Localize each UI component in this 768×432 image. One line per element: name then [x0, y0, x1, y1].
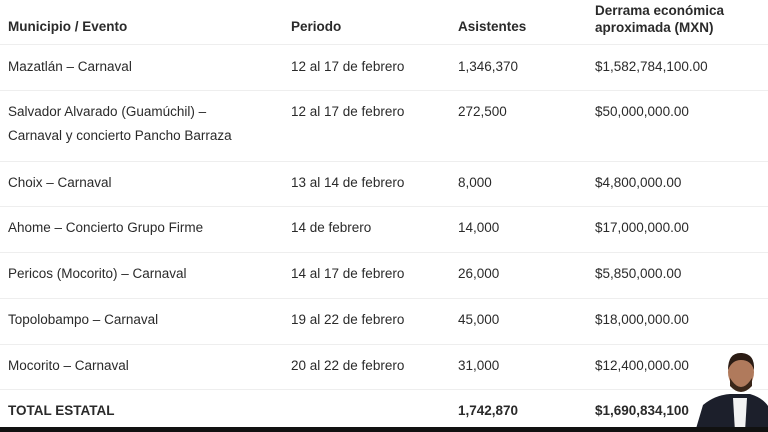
cell-evento: Mocorito – Carnaval	[8, 358, 129, 373]
cell-asistentes: 1,346,370	[458, 59, 519, 74]
cell-evento: Topolobampo – Carnaval	[8, 312, 159, 327]
cell-periodo: 19 al 22 de febrero	[291, 312, 405, 327]
divider	[0, 90, 768, 91]
cell-derrama: $50,000,000.00	[595, 104, 689, 119]
header-derrama-line1: Derrama económica	[595, 3, 725, 18]
divider	[0, 44, 768, 45]
header-asistentes: Asistentes	[458, 19, 527, 34]
cell-evento: Mazatlán – Carnaval	[8, 59, 132, 74]
cell-derrama: $12,400,000.00	[595, 358, 689, 373]
cell-periodo: 12 al 17 de febrero	[291, 104, 405, 119]
divider	[0, 344, 768, 345]
divider	[0, 389, 768, 390]
cell-asistentes: 272,500	[458, 104, 507, 119]
presenter-video-overlay	[695, 352, 768, 432]
cell-periodo: 14 al 17 de febrero	[291, 266, 405, 281]
video-bottom-bar	[0, 427, 768, 432]
cell-periodo: 14 de febrero	[291, 220, 372, 235]
cell-derrama: $17,000,000.00	[595, 220, 689, 235]
cell-periodo: 13 al 14 de febrero	[291, 175, 405, 190]
total-asistentes: 1,742,870	[458, 403, 519, 418]
header-derrama-line2: aproximada (MXN)	[595, 20, 714, 35]
total-label: TOTAL ESTATAL	[8, 403, 115, 418]
divider	[0, 206, 768, 207]
cell-derrama: $5,850,000.00	[595, 266, 682, 281]
cell-derrama: $18,000,000.00	[595, 312, 689, 327]
header-municipio: Municipio / Evento	[8, 19, 128, 34]
cell-evento: Choix – Carnaval	[8, 175, 112, 190]
cell-evento: Salvador Alvarado (Guamúchil) –	[8, 104, 207, 119]
divider	[0, 298, 768, 299]
cell-asistentes: 26,000	[458, 266, 500, 281]
cell-derrama: $1,582,784,100.00	[595, 59, 708, 74]
cell-asistentes: 14,000	[458, 220, 500, 235]
divider	[0, 161, 768, 162]
cell-periodo: 12 al 17 de febrero	[291, 59, 405, 74]
cell-asistentes: 31,000	[458, 358, 500, 373]
cell-periodo: 20 al 22 de febrero	[291, 358, 405, 373]
cell-derrama: $4,800,000.00	[595, 175, 682, 190]
header-periodo: Periodo	[291, 19, 342, 34]
cell-evento: Pericos (Mocorito) – Carnaval	[8, 266, 187, 281]
cell-evento: Ahome – Concierto Grupo Firme	[8, 220, 204, 235]
cell-asistentes: 8,000	[458, 175, 492, 190]
cell-evento: Carnaval y concierto Pancho Barraza	[8, 128, 232, 143]
total-derrama: $1,690,834,100	[595, 403, 689, 418]
divider	[0, 252, 768, 253]
cell-asistentes: 45,000	[458, 312, 500, 327]
